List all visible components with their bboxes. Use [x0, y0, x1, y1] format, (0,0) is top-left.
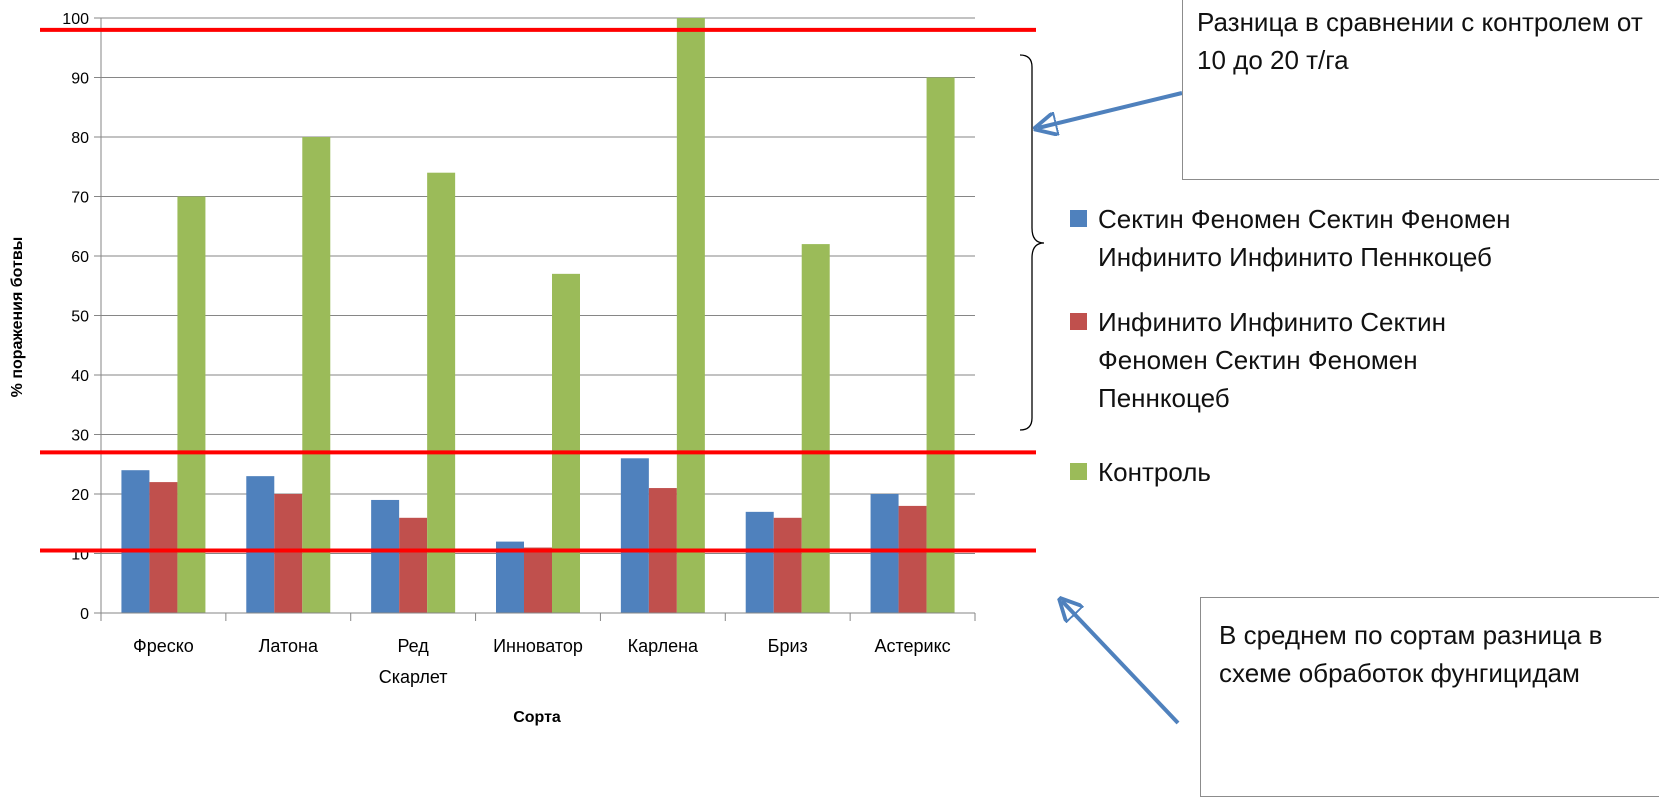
- legend-swatch-series-1: [1070, 210, 1087, 227]
- y-tick-label: 80: [71, 130, 89, 147]
- bar-3: [801, 244, 830, 613]
- bar-3: [926, 77, 955, 613]
- bar-1: [620, 458, 649, 613]
- y-tick-label: 100: [62, 11, 89, 28]
- bar-3: [552, 273, 580, 613]
- bar-1: [121, 470, 150, 613]
- callout-top: Разница в сравнении с контролем от 10 до…: [1182, 0, 1659, 180]
- bar-2: [773, 517, 802, 613]
- legend-item-series-2: Инфинито Инфинито Сектин Феномен Сектин …: [1070, 303, 1550, 417]
- bar-2: [524, 547, 552, 613]
- legend-swatch-series-2: [1070, 313, 1087, 330]
- x-tick-label: Астерикс: [874, 636, 950, 656]
- legend-item-series-1: Сектин Феномен Сектин Феномен Инфинито И…: [1070, 200, 1550, 276]
- bar-1: [870, 494, 899, 613]
- y-tick-label: 70: [71, 190, 89, 207]
- bar-3: [302, 137, 331, 613]
- x-tick-label: Инноватор: [493, 636, 583, 656]
- arrow-bottom: [1062, 601, 1180, 725]
- y-axis-title: % поражения ботвы: [9, 237, 26, 398]
- bar-3: [177, 196, 206, 613]
- bar-2: [898, 505, 927, 613]
- y-tick-label: 60: [71, 249, 89, 266]
- callout-bottom-text: В среднем по сортам разница в схеме обра…: [1219, 620, 1603, 688]
- bar-3: [427, 172, 456, 613]
- legend-swatch-series-3: [1070, 463, 1087, 480]
- x-tick-label: Бриз: [768, 636, 808, 656]
- bar-2: [274, 494, 303, 613]
- bars: [121, 18, 955, 613]
- bar-1: [246, 476, 275, 613]
- legend-label-series-3: Контроль: [1098, 457, 1211, 487]
- y-tick-label: 50: [71, 309, 89, 326]
- legend-label-series-1: Сектин Феномен Сектин Феномен Инфинито И…: [1098, 204, 1511, 272]
- x-axis-title: Сорта: [513, 709, 561, 726]
- callout-top-text: Разница в сравнении с контролем от 10 до…: [1197, 7, 1643, 75]
- y-tick-label: 0: [80, 606, 89, 623]
- bar-1: [371, 499, 400, 613]
- reference-lines: [40, 27, 1036, 553]
- x-tick-label: Ред Скарлет: [379, 636, 448, 687]
- bar-2: [149, 482, 178, 613]
- callout-bottom: В среднем по сортам разница в схеме обра…: [1200, 597, 1659, 797]
- brace: [1019, 54, 1045, 431]
- grid-lines: [101, 17, 975, 554]
- bar-1: [496, 541, 524, 613]
- y-tick-label: 90: [71, 71, 89, 88]
- bar-1: [745, 511, 774, 613]
- arrow-top: [1038, 91, 1183, 128]
- y-tick-label: 40: [71, 368, 89, 385]
- legend: Сектин Феномен Сектин Феномен Инфинито И…: [1070, 200, 1550, 510]
- x-tick-label: Фреско: [133, 636, 194, 656]
- x-tick-label: Карлена: [628, 636, 699, 656]
- bar-2: [399, 517, 428, 613]
- legend-label-series-2: Инфинито Инфинито Сектин Феномен Сектин …: [1098, 307, 1446, 413]
- y-tick-label: 20: [71, 487, 89, 504]
- bar-3: [676, 18, 705, 613]
- annotation-shapes: [1019, 54, 1183, 725]
- x-tick-label: Латона: [259, 636, 319, 656]
- y-tick-label: 30: [71, 428, 89, 445]
- legend-item-series-3: Контроль: [1070, 453, 1550, 491]
